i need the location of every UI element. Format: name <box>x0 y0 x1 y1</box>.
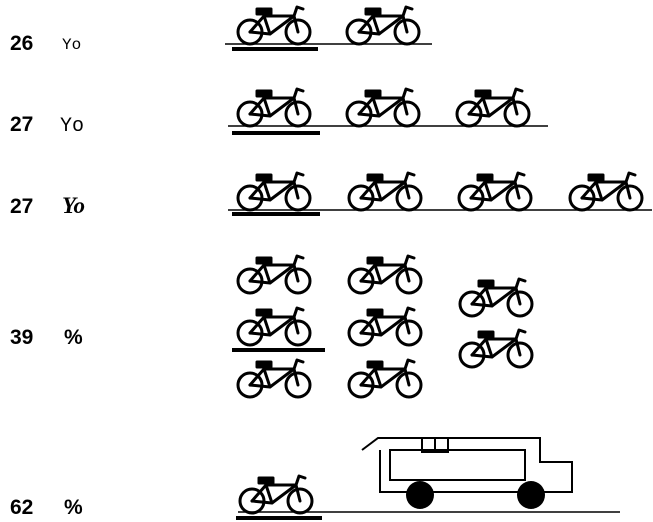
row-unit: % <box>64 326 83 349</box>
bikes-row-3 <box>228 173 652 214</box>
row-unit: % <box>64 496 83 519</box>
figure: 26 Yo 27 Yo 27 Yo 39 % 62 % <box>0 0 653 522</box>
row-unit: Yo <box>62 193 85 218</box>
bike-and-truck <box>236 438 620 518</box>
bikes-row-2 <box>228 89 548 133</box>
bikes-row-4 <box>232 256 532 397</box>
row-number: 26 <box>10 32 33 55</box>
row-number: 27 <box>10 195 33 218</box>
bikes-row-1 <box>225 7 432 49</box>
row-unit: Yo <box>60 115 84 138</box>
row-number: 62 <box>10 496 33 519</box>
row-number: 27 <box>10 113 33 136</box>
row-number: 39 <box>10 326 33 349</box>
row-unit: Yo <box>62 36 81 54</box>
